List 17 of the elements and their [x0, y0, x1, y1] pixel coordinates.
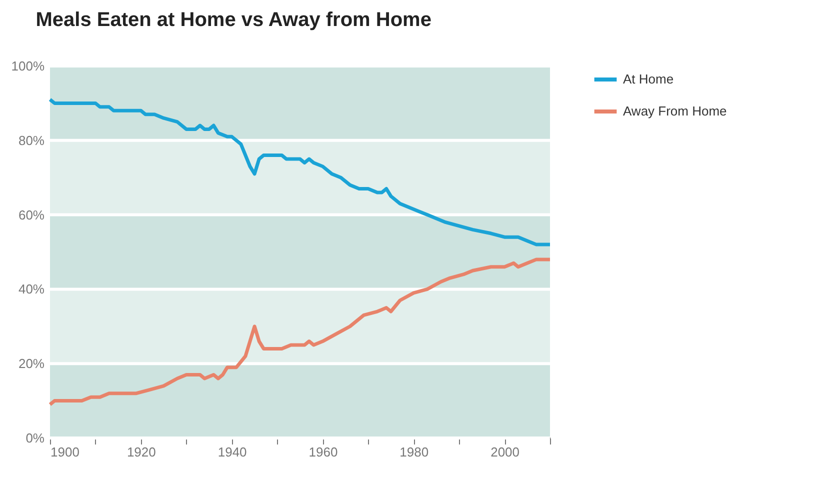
y-tick-label: 0% [26, 430, 45, 446]
x-tick-label: 1920 [126, 444, 156, 460]
x-tick-label: 2000 [490, 444, 520, 460]
y-tick-label: 100% [11, 58, 45, 74]
x-tick-label: 1960 [308, 444, 338, 460]
x-tick-label: 1900 [50, 444, 80, 460]
legend-label: Away From Home [623, 104, 727, 118]
x-tick-label: 1980 [400, 444, 429, 460]
legend-label: At Home [623, 72, 674, 86]
y-tick-label: 40% [18, 282, 45, 297]
line-series [48, 98, 552, 246]
y-tick-label: 80% [18, 132, 45, 148]
y-tick-label: 60% [18, 207, 45, 222]
line-series [48, 258, 552, 406]
chart-title: Meals Eaten at Home vs Away from Home [36, 9, 432, 31]
y-tick-label: 20% [18, 356, 45, 372]
x-tick-label: 1940 [218, 444, 247, 460]
